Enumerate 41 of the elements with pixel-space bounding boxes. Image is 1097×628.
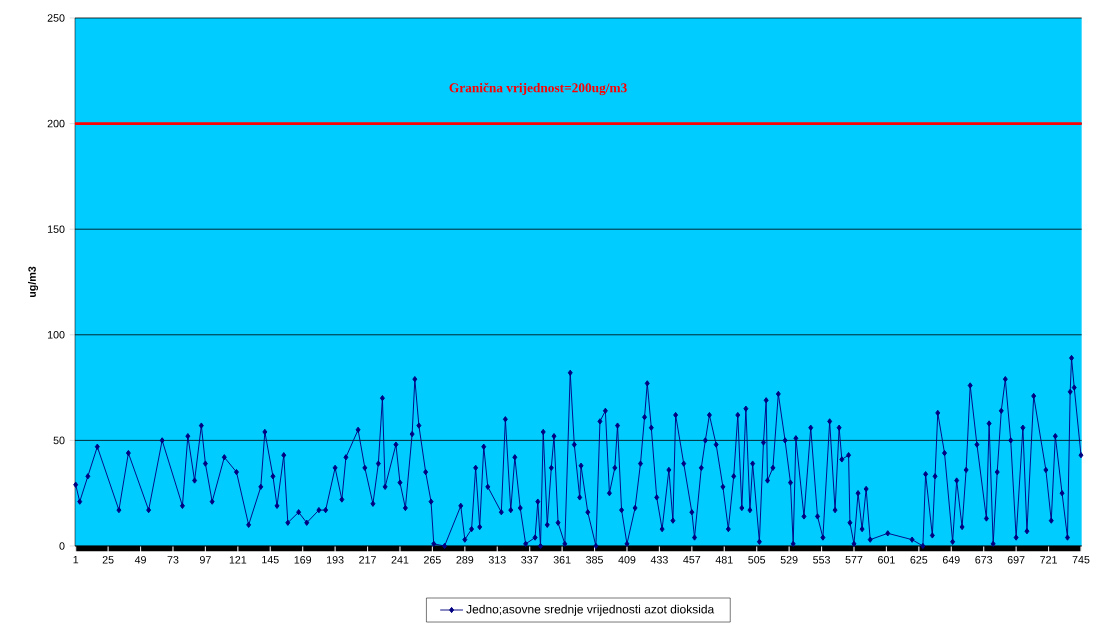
y-tick-label: 50	[53, 436, 65, 445]
x-tick-label: 241	[391, 556, 409, 564]
x-tick-label: 145	[262, 556, 279, 564]
x-tick-label: 505	[748, 556, 766, 564]
x-tick-label: 313	[488, 556, 506, 564]
x-tick-label: 697	[1007, 556, 1025, 564]
x-tick-label: 73	[167, 556, 179, 564]
legend-label: Jedno;asovne srednje vrijednosti azot dioksida	[466, 604, 715, 616]
x-tick-label: 625	[910, 556, 928, 564]
x-tick-label: 385	[586, 556, 603, 564]
x-tick-label: 1	[73, 556, 79, 564]
x-tick-label: 553	[813, 556, 830, 564]
x-tick-label: 673	[975, 556, 993, 564]
x-tick-label: 745	[1072, 556, 1090, 564]
x-tick-label: 169	[294, 556, 312, 564]
x-tick-label: 721	[1040, 556, 1057, 564]
y-tick-label: 100	[47, 331, 65, 339]
x-tick-label: 49	[134, 556, 146, 564]
x-tick-label: 649	[942, 556, 960, 564]
y-tick-label: 150	[47, 225, 65, 233]
x-tick-label: 409	[618, 556, 636, 564]
x-tick-label: 25	[102, 556, 114, 564]
x-tick-label: 433	[650, 556, 668, 564]
x-tick-label: 121	[229, 556, 247, 564]
x-tick-label: 481	[715, 556, 733, 564]
x-tick-label: 217	[359, 556, 376, 564]
x-tick-label: 457	[683, 556, 701, 564]
x-tick-label: 361	[553, 556, 571, 564]
y-tick-label: 200	[47, 119, 65, 128]
x-tick-label: 193	[327, 556, 344, 564]
x-tick-label: 265	[424, 556, 441, 564]
x-tick-label: 601	[878, 556, 895, 564]
x-tick-label: 577	[845, 556, 863, 564]
y-tick-label: 250	[47, 14, 65, 22]
ref-line-label: Granična vrijednost=200ug/m3	[449, 82, 627, 96]
x-tick-label: 97	[199, 556, 211, 564]
x-tick-label: 337	[521, 556, 539, 564]
x-tick-label: 529	[780, 556, 798, 564]
y-tick-label: 0	[59, 542, 65, 550]
y-axis-title: ug/m3	[28, 266, 39, 298]
x-tick-label: 289	[456, 556, 474, 564]
